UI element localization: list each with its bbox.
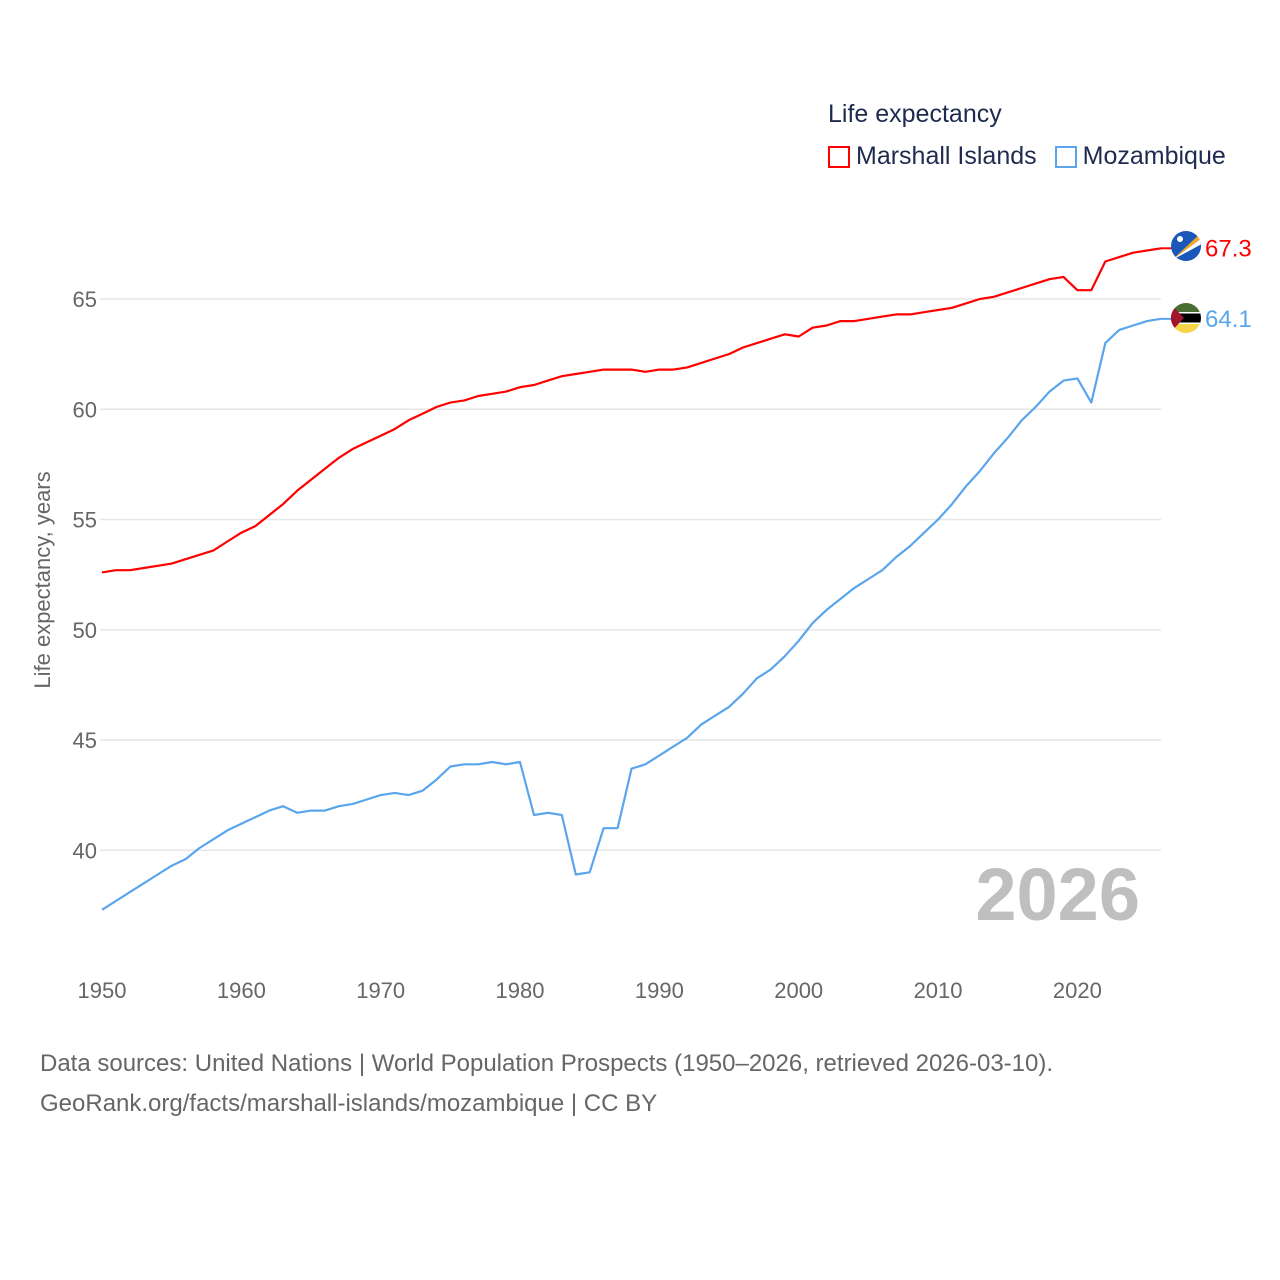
y-tick-label: 55 <box>73 508 97 533</box>
legend-label: Marshall Islands <box>856 142 1037 170</box>
x-tick-label: 2000 <box>774 978 823 1003</box>
x-tick-label: 1950 <box>78 978 127 1003</box>
x-tick-label: 1960 <box>217 978 266 1003</box>
end-value-label: 67.3 <box>1205 235 1252 262</box>
x-tick-label: 1970 <box>356 978 405 1003</box>
legend: Marshall Islands Mozambique <box>828 142 1244 171</box>
year-watermark: 2026 <box>975 853 1140 936</box>
legend-item-mozambique[interactable]: Mozambique <box>1054 142 1226 171</box>
y-tick-label: 40 <box>73 838 97 863</box>
footer: Data sources: United Nations | World Pop… <box>40 1044 1053 1124</box>
legend-swatch <box>828 145 850 168</box>
legend-item-marshall-islands[interactable]: Marshall Islands <box>828 142 1037 171</box>
y-tick-label: 45 <box>73 728 97 753</box>
series-line-marshall-islands <box>101 247 1162 574</box>
end-value-label: 64.1 <box>1205 306 1252 333</box>
legend-label: Mozambique <box>1082 142 1226 170</box>
x-tick-label: 1990 <box>635 978 684 1003</box>
y-axis-label: Life expectancy, years <box>30 471 55 688</box>
x-tick-label: 2020 <box>1053 978 1102 1003</box>
y-tick-label: 65 <box>73 287 97 312</box>
series-line-mozambique <box>101 317 1162 911</box>
mozambique-flag-icon <box>1171 303 1201 333</box>
y-tick-label: 60 <box>73 397 97 422</box>
legend-title: Life expectancy <box>828 100 1002 128</box>
source-link[interactable]: GeoRank.org/facts/marshall-islands/mozam… <box>40 1090 658 1117</box>
x-tick-label: 1980 <box>496 978 545 1003</box>
data-sources-text: Data sources: United Nations | World Pop… <box>40 1050 1054 1077</box>
legend-swatch <box>1054 145 1077 168</box>
y-tick-label: 50 <box>73 618 97 643</box>
x-tick-label: 2010 <box>914 978 963 1003</box>
marshall-islands-flag-icon <box>1171 231 1201 261</box>
